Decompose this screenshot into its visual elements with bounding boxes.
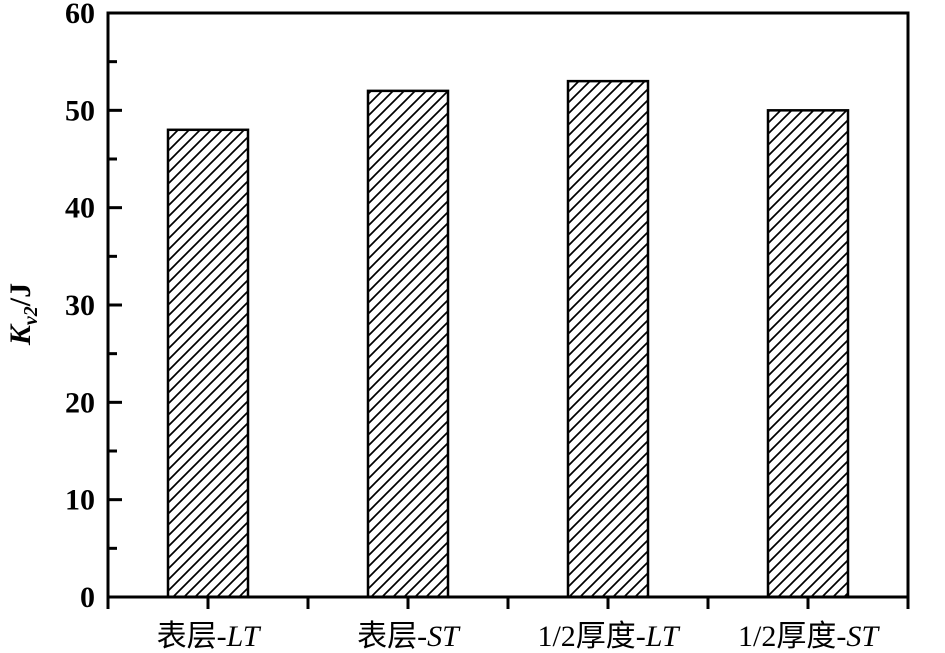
bar xyxy=(366,89,450,599)
x-category-label: 表层-LT xyxy=(157,620,262,653)
bar xyxy=(566,79,650,599)
x-category-label: 1/2厚度-LT xyxy=(537,620,680,653)
y-axis-title: Kv2/J xyxy=(4,283,42,346)
bar xyxy=(166,128,250,599)
plot-area: 0 10 20 30 40 50 60 表层-LT 表层-ST 1/2厚度-LT 1/2厚度-ST K… xyxy=(4,0,910,653)
y-tick-label: 0 xyxy=(80,581,95,614)
bar xyxy=(766,109,850,599)
y-tick-label: 50 xyxy=(65,94,95,127)
x-category-label: 1/2厚度-ST xyxy=(738,620,880,653)
y-tick-label: 20 xyxy=(65,386,95,419)
x-category-label: 表层-ST xyxy=(357,620,461,653)
y-tick-label: 30 xyxy=(65,289,95,322)
y-tick-label: 10 xyxy=(65,484,95,517)
y-tick-label: 40 xyxy=(65,192,95,225)
y-tick-label: 60 xyxy=(65,0,95,30)
